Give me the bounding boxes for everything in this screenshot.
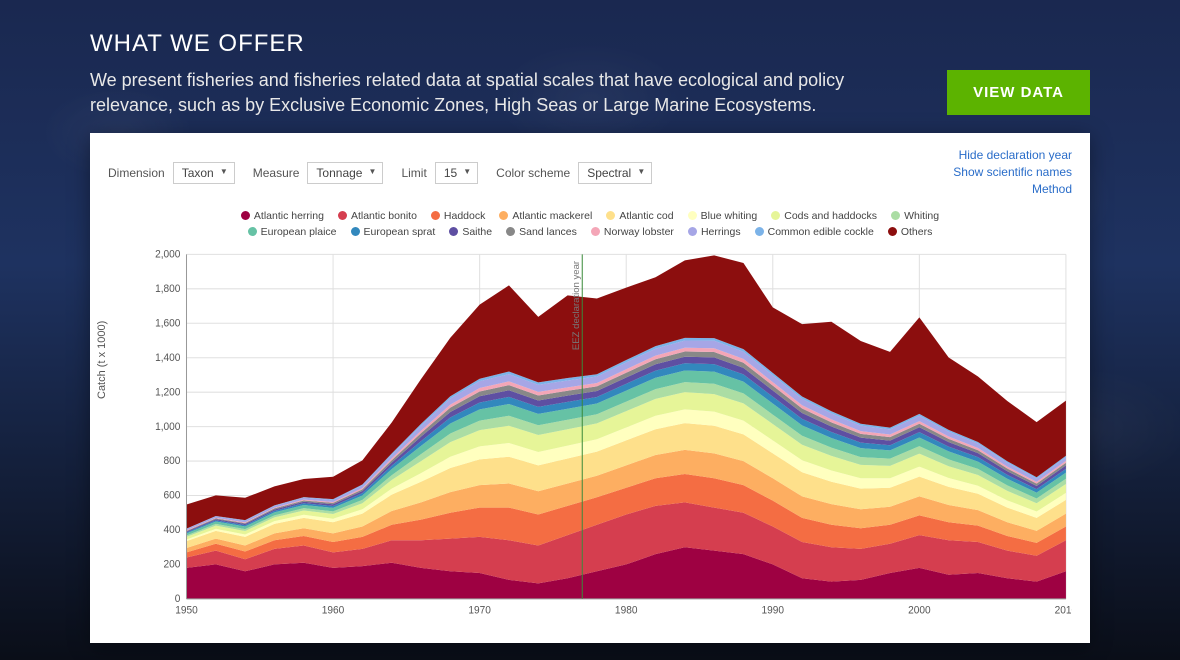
legend-item[interactable]: European plaice [248,226,337,238]
legend-item[interactable]: Common edible cockle [755,226,874,238]
limit-control: Limit 15 [401,162,478,184]
legend-label: Atlantic herring [254,210,324,222]
header: WHAT WE OFFER We present fisheries and f… [0,0,1180,133]
legend-swatch [591,227,600,236]
measure-select[interactable]: Tonnage [307,162,383,184]
color-label: Color scheme [496,166,570,180]
svg-text:200: 200 [164,559,181,570]
view-data-button[interactable]: VIEW DATA [947,70,1090,115]
dimension-label: Dimension [108,166,165,180]
legend-item[interactable]: Saithe [449,226,492,238]
legend-swatch [449,227,458,236]
page-title: WHAT WE OFFER [90,30,910,58]
chart-panel: Dimension Taxon Measure Tonnage Limit 15… [90,133,1090,643]
hide-declaration-link[interactable]: Hide declaration year [953,147,1072,164]
chart-area: Catch (t x 1000) 02004006008001,0001,200… [148,248,1072,618]
legend-label: European plaice [261,226,337,238]
stacked-area-chart: 0 200 400 600 800 1,000 1,200 1,400 1,600 1,800 2,… [148,248,1072,618]
svg-text:2,000: 2,000 [155,249,181,260]
legend-swatch [606,211,615,220]
legend-item[interactable]: Norway lobster [591,226,674,238]
legend-label: Others [901,226,933,238]
legend-swatch [755,227,764,236]
legend-label: Whiting [904,210,939,222]
svg-text:2010: 2010 [1055,605,1072,616]
svg-text:400: 400 [164,525,181,536]
header-text: WHAT WE OFFER We present fisheries and f… [90,30,910,118]
legend-swatch [499,211,508,220]
legend-label: Cods and haddocks [784,210,877,222]
legend-item[interactable]: Cods and haddocks [771,210,877,222]
svg-text:1,400: 1,400 [155,352,181,363]
svg-text:1960: 1960 [322,605,345,616]
chart-links: Hide declaration year Show scientific na… [953,147,1072,197]
legend-label: Haddock [444,210,485,222]
legend-item[interactable]: Whiting [891,210,939,222]
show-scientific-link[interactable]: Show scientific names [953,164,1072,181]
legend-label: Sand lances [519,226,577,238]
legend-swatch [248,227,257,236]
legend-swatch [351,227,360,236]
legend-swatch [688,227,697,236]
legend-label: Blue whiting [701,210,758,222]
svg-text:1990: 1990 [762,605,785,616]
legend-item[interactable]: Atlantic mackerel [499,210,592,222]
limit-select[interactable]: 15 [435,162,478,184]
y-axis-label: Catch (t x 1000) [96,321,108,399]
legend-swatch [891,211,900,220]
legend-swatch [888,227,897,236]
legend-item[interactable]: Herrings [688,226,741,238]
legend-item[interactable]: Blue whiting [688,210,758,222]
legend-label: Atlantic bonito [351,210,417,222]
legend-item[interactable]: Atlantic bonito [338,210,417,222]
svg-text:EEZ declaration year: EEZ declaration year [571,261,581,350]
svg-text:1,800: 1,800 [155,284,181,295]
color-select[interactable]: Spectral [578,162,652,184]
svg-text:1950: 1950 [175,605,198,616]
legend-swatch [771,211,780,220]
legend-item[interactable]: Others [888,226,933,238]
legend-swatch [338,211,347,220]
svg-text:1980: 1980 [615,605,638,616]
svg-text:800: 800 [164,456,181,467]
svg-text:1,000: 1,000 [155,421,181,432]
legend-label: Atlantic mackerel [512,210,592,222]
legend-swatch [506,227,515,236]
legend-label: Herrings [701,226,741,238]
legend-item[interactable]: Sand lances [506,226,577,238]
chart-legend: Atlantic herring Atlantic bonito Haddock At… [90,206,1090,242]
page-subtitle: We present fisheries and fisheries relat… [90,68,910,118]
svg-text:1,200: 1,200 [155,387,181,398]
svg-text:0: 0 [175,594,181,605]
dimension-control: Dimension Taxon [108,162,235,184]
legend-swatch [241,211,250,220]
legend-label: Atlantic cod [619,210,673,222]
color-control: Color scheme Spectral [496,162,652,184]
legend-label: European sprat [364,226,436,238]
svg-text:2000: 2000 [908,605,931,616]
legend-item[interactable]: Haddock [431,210,485,222]
limit-label: Limit [401,166,426,180]
legend-label: Common edible cockle [768,226,874,238]
legend-item[interactable]: European sprat [351,226,436,238]
legend-swatch [688,211,697,220]
svg-text:1,600: 1,600 [155,318,181,329]
controls-bar: Dimension Taxon Measure Tonnage Limit 15… [90,133,1090,205]
measure-label: Measure [253,166,300,180]
measure-control: Measure Tonnage [253,162,384,184]
dimension-select[interactable]: Taxon [173,162,235,184]
legend-label: Norway lobster [604,226,674,238]
legend-swatch [431,211,440,220]
method-link[interactable]: Method [953,181,1072,198]
svg-text:1970: 1970 [468,605,491,616]
legend-item[interactable]: Atlantic cod [606,210,673,222]
legend-item[interactable]: Atlantic herring [241,210,324,222]
legend-label: Saithe [462,226,492,238]
svg-text:600: 600 [164,490,181,501]
